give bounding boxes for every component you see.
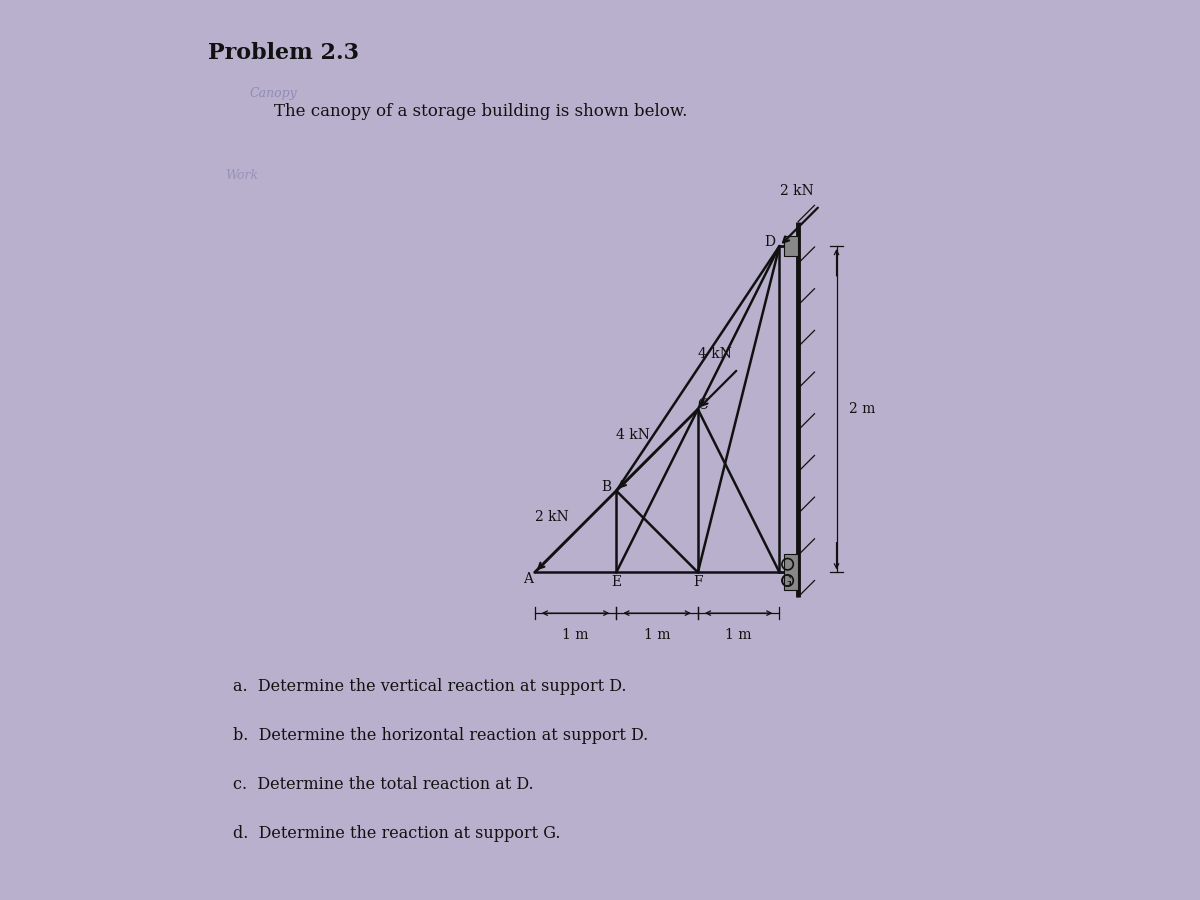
Text: Work: Work bbox=[224, 168, 258, 182]
Text: D: D bbox=[764, 235, 775, 249]
Text: B: B bbox=[601, 480, 612, 494]
Text: 2 kN: 2 kN bbox=[780, 184, 814, 198]
Text: 1 m: 1 m bbox=[644, 628, 671, 642]
Text: 4 kN: 4 kN bbox=[617, 428, 650, 442]
Text: 2 m: 2 m bbox=[848, 402, 875, 416]
Text: c.  Determine the total reaction at D.: c. Determine the total reaction at D. bbox=[233, 777, 534, 793]
Text: Canopy: Canopy bbox=[250, 87, 298, 100]
Text: b.  Determine the horizontal reaction at support D.: b. Determine the horizontal reaction at … bbox=[233, 727, 648, 744]
Text: 1 m: 1 m bbox=[726, 628, 752, 642]
Bar bbox=[784, 237, 798, 256]
Text: G: G bbox=[780, 575, 792, 590]
Text: 4 kN: 4 kN bbox=[698, 346, 732, 361]
Text: A: A bbox=[523, 572, 533, 586]
Text: Problem 2.3: Problem 2.3 bbox=[209, 42, 360, 64]
Text: d.  Determine the reaction at support G.: d. Determine the reaction at support G. bbox=[233, 825, 560, 842]
Text: 2 kN: 2 kN bbox=[535, 509, 569, 524]
Text: The canopy of a storage building is shown below.: The canopy of a storage building is show… bbox=[274, 104, 688, 121]
Text: F: F bbox=[694, 575, 703, 590]
Bar bbox=[784, 554, 798, 590]
Text: 1 m: 1 m bbox=[563, 628, 589, 642]
Text: E: E bbox=[611, 575, 622, 590]
Text: a.  Determine the vertical reaction at support D.: a. Determine the vertical reaction at su… bbox=[233, 679, 626, 696]
Text: C: C bbox=[697, 398, 708, 412]
